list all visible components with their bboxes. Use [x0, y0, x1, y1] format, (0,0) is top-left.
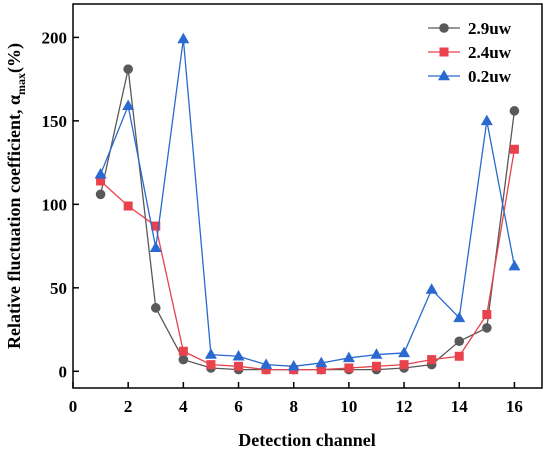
- x-tick-label: 6: [234, 397, 243, 416]
- series-layer: [94, 32, 521, 375]
- y-axis-title-subscript: max: [14, 73, 28, 95]
- data-point: [425, 283, 438, 294]
- y-tick-label: 150: [42, 112, 68, 131]
- y-axis: 0 50 100 150 200: [42, 28, 79, 381]
- legend-label: 2.9uw: [468, 19, 512, 38]
- data-point: [315, 356, 328, 368]
- data-point: [454, 336, 465, 347]
- x-axis: 0 2 4 6 8 10 12 14 16: [69, 382, 523, 416]
- data-point: [123, 64, 133, 74]
- data-point: [204, 348, 217, 359]
- data-point: [206, 360, 216, 370]
- data-point: [370, 348, 383, 359]
- legend-item: 2.9uw: [428, 19, 512, 38]
- legend-label: 2.4uw: [468, 43, 512, 62]
- x-axis-title: Detection channel: [238, 430, 375, 450]
- data-point: [398, 346, 411, 358]
- x-tick-label: 10: [340, 397, 357, 416]
- data-point: [261, 365, 271, 375]
- data-point: [508, 259, 521, 271]
- series-line: [99, 38, 516, 367]
- data-point: [344, 363, 354, 373]
- data-point: [151, 221, 161, 231]
- x-tick-label: 8: [289, 397, 298, 416]
- data-point: [287, 359, 300, 371]
- data-point: [399, 360, 409, 370]
- data-point: [123, 201, 133, 211]
- data-point: [509, 144, 519, 154]
- series-0.2uw: [94, 32, 521, 371]
- data-point: [509, 106, 520, 116]
- data-point: [94, 167, 107, 179]
- legend-item: 0.2uw: [428, 67, 512, 86]
- legend-item: 2.4uw: [428, 43, 512, 62]
- data-point: [149, 241, 162, 252]
- y-axis-title-main: Relative fluctuation coefficient, α: [4, 95, 24, 349]
- y-tick-label: 50: [50, 279, 67, 298]
- y-tick-label: 100: [42, 195, 68, 214]
- plot-frame: [72, 3, 543, 389]
- x-tick-label: 0: [69, 397, 78, 416]
- data-point: [178, 346, 188, 356]
- data-point: [453, 311, 466, 323]
- y-tick-label: 0: [59, 362, 68, 381]
- y-tick-label: 200: [42, 28, 68, 47]
- data-point: [342, 351, 355, 363]
- legend-marker: [438, 69, 450, 81]
- x-tick-label: 4: [179, 397, 188, 416]
- data-point: [482, 323, 492, 333]
- y-axis-title-unit: (%): [4, 43, 25, 73]
- data-point: [122, 99, 135, 111]
- data-point: [96, 176, 106, 186]
- x-tick-label: 14: [451, 397, 469, 416]
- series-line: [99, 68, 516, 371]
- data-point: [454, 351, 464, 361]
- data-point: [260, 358, 273, 369]
- data-point: [234, 361, 244, 371]
- y-axis-title: Relative fluctuation coefficient, αmax(%…: [4, 43, 28, 349]
- data-point: [371, 361, 381, 371]
- x-tick-label: 2: [124, 397, 133, 416]
- legend-label: 0.2uw: [468, 67, 512, 86]
- x-tick-label: 12: [396, 397, 413, 416]
- x-tick-label: 16: [506, 397, 523, 416]
- legend-marker: [439, 23, 449, 33]
- data-point: [316, 365, 326, 375]
- data-point: [427, 355, 437, 365]
- legend: 2.9uw 2.4uw 0.2uw: [428, 19, 512, 86]
- data-point: [480, 114, 493, 126]
- data-point: [482, 310, 492, 320]
- legend-marker: [439, 47, 449, 57]
- data-point: [232, 349, 245, 361]
- series-line: [100, 149, 516, 371]
- data-point: [177, 32, 190, 44]
- data-point: [95, 189, 106, 200]
- data-point: [178, 354, 189, 365]
- data-point: [150, 303, 161, 313]
